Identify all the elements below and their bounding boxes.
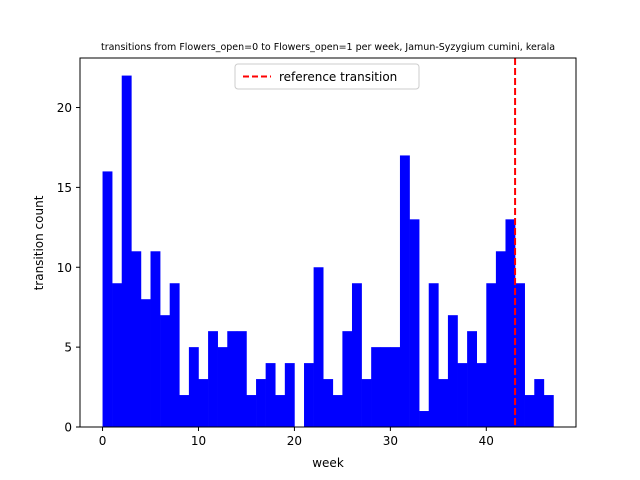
bar-week-43 — [515, 283, 525, 427]
bar-week-16 — [256, 379, 266, 427]
bar-week-4 — [140, 299, 151, 427]
bar-week-36 — [447, 315, 458, 427]
bar-week-25 — [342, 331, 353, 427]
y-tick-label-10: 10 — [57, 261, 72, 275]
legend-box — [234, 63, 420, 90]
bar-week-34 — [428, 283, 439, 427]
chart-title: transitions from Flowers_open=0 to Flowe… — [101, 42, 555, 53]
bar-week-41 — [495, 251, 506, 427]
bars-group — [102, 75, 554, 428]
bar-week-3 — [131, 251, 142, 427]
bar-week-31 — [399, 155, 410, 427]
x-tick-label-30: 30 — [383, 434, 398, 448]
bar-week-27 — [361, 379, 372, 427]
bar-week-30 — [390, 347, 401, 427]
bar-week-23 — [323, 379, 334, 427]
bar-week-21 — [304, 363, 314, 427]
bar-week-10 — [198, 379, 209, 427]
legend-label-reference-transition: reference transition — [279, 70, 397, 84]
bar-week-32 — [409, 219, 420, 427]
bar-week-42 — [505, 219, 516, 427]
bar-week-5 — [150, 251, 161, 427]
bar-week-18 — [275, 395, 286, 427]
x-tick-label-20: 20 — [287, 434, 302, 448]
y-axis-ticks: 0 5 10 15 20 — [57, 101, 80, 435]
bar-week-14 — [236, 331, 247, 427]
y-axis-label: transition count — [32, 195, 46, 290]
legend: reference transition — [234, 63, 420, 90]
bar-week-38 — [467, 331, 478, 427]
bar-week-35 — [438, 379, 449, 427]
y-tick-label-5: 5 — [64, 341, 72, 355]
x-tick-label-40: 40 — [479, 434, 494, 448]
bar-week-29 — [380, 347, 391, 427]
bar-week-39 — [476, 363, 487, 427]
bar-week-0 — [102, 171, 113, 427]
bar-week-13 — [227, 331, 238, 427]
y-tick-label-20: 20 — [57, 101, 72, 115]
bar-week-40 — [486, 283, 497, 427]
bar-week-33 — [419, 411, 430, 427]
bar-week-8 — [179, 395, 190, 427]
x-axis-ticks: 0 10 20 30 40 — [99, 427, 494, 448]
x-axis-label: week — [312, 456, 344, 470]
bar-week-19 — [284, 363, 295, 427]
x-tick-label-10: 10 — [191, 434, 206, 448]
x-tick-label-0: 0 — [99, 434, 107, 448]
bar-week-12 — [217, 347, 228, 427]
bar-week-2 — [121, 75, 132, 428]
bar-week-15 — [246, 395, 257, 427]
bar-week-44 — [524, 395, 535, 427]
bar-week-9 — [188, 347, 199, 427]
bar-week-24 — [332, 395, 343, 427]
axes-frame — [79, 57, 577, 428]
bar-week-46 — [543, 395, 554, 427]
bar-week-1 — [112, 283, 123, 427]
bar-week-45 — [534, 379, 545, 427]
bar-week-6 — [160, 315, 171, 427]
bar-week-37 — [457, 363, 468, 427]
bar-week-7 — [169, 283, 180, 427]
y-tick-label-15: 15 — [57, 181, 72, 195]
bar-week-22 — [313, 267, 324, 427]
bar-week-11 — [208, 331, 218, 427]
bar-week-26 — [351, 283, 362, 427]
bar-week-17 — [265, 363, 276, 427]
bar-week-28 — [371, 347, 382, 427]
y-tick-label-0: 0 — [64, 421, 72, 435]
